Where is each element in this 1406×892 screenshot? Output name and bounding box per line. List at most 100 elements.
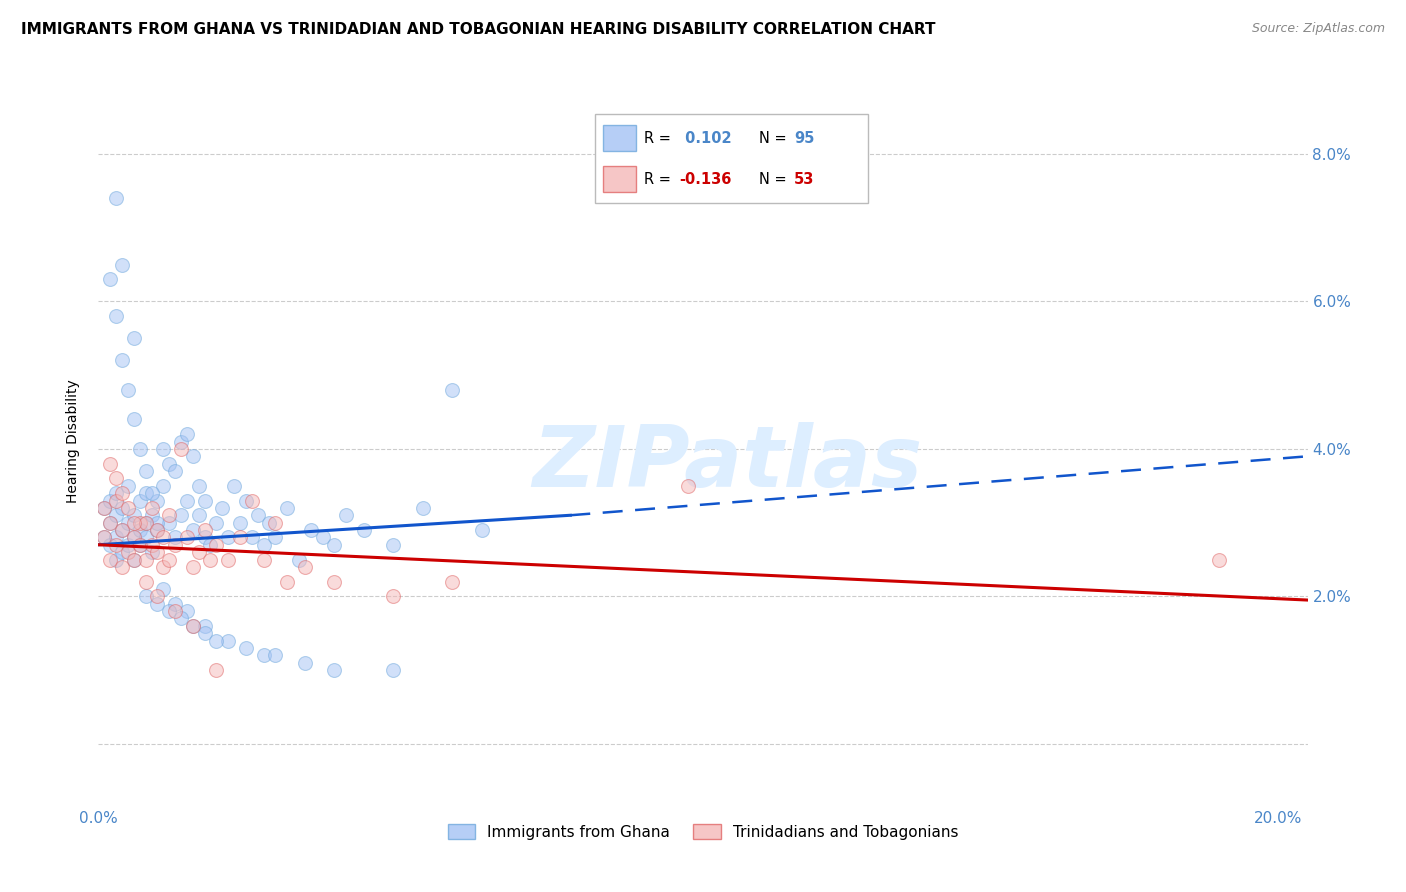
- Point: [235, 493, 257, 508]
- Point: [187, 508, 209, 523]
- Point: [141, 545, 163, 559]
- Point: [200, 552, 222, 566]
- Point: [135, 516, 157, 530]
- Point: [264, 516, 287, 530]
- Text: 53: 53: [794, 171, 814, 186]
- Point: [217, 552, 239, 566]
- Point: [157, 457, 180, 471]
- Point: [122, 552, 145, 566]
- Point: [152, 560, 174, 574]
- Point: [441, 383, 464, 397]
- Point: [128, 493, 150, 508]
- Point: [165, 464, 187, 478]
- Point: [122, 530, 145, 544]
- Point: [98, 272, 121, 286]
- Point: [299, 523, 322, 537]
- Point: [181, 560, 204, 574]
- Text: N =: N =: [759, 171, 792, 186]
- Point: [194, 523, 217, 537]
- Point: [146, 597, 169, 611]
- Point: [105, 530, 128, 544]
- Point: [323, 538, 346, 552]
- Point: [194, 493, 217, 508]
- Point: [152, 530, 174, 544]
- Point: [471, 523, 494, 537]
- Point: [235, 640, 257, 655]
- Point: [105, 471, 128, 485]
- Point: [93, 500, 115, 515]
- Point: [240, 493, 263, 508]
- Point: [264, 648, 287, 663]
- Point: [122, 516, 145, 530]
- Text: ZIPatlas: ZIPatlas: [531, 422, 922, 505]
- Point: [222, 479, 245, 493]
- Point: [105, 538, 128, 552]
- Point: [229, 516, 252, 530]
- Point: [122, 552, 145, 566]
- Point: [181, 450, 204, 464]
- Point: [135, 464, 157, 478]
- Point: [217, 530, 239, 544]
- Point: [111, 500, 134, 515]
- Point: [165, 604, 187, 618]
- Point: [264, 530, 287, 544]
- Point: [194, 619, 217, 633]
- Text: R =: R =: [644, 171, 676, 186]
- Point: [181, 619, 204, 633]
- Point: [165, 597, 187, 611]
- Point: [441, 574, 464, 589]
- Point: [181, 523, 204, 537]
- Point: [176, 427, 198, 442]
- Point: [205, 516, 228, 530]
- Point: [288, 552, 311, 566]
- Point: [93, 500, 115, 515]
- Point: [294, 656, 316, 670]
- Point: [128, 523, 150, 537]
- Point: [205, 538, 228, 552]
- Point: [135, 516, 157, 530]
- Point: [111, 523, 134, 537]
- Point: [152, 479, 174, 493]
- Point: [128, 516, 150, 530]
- Text: IMMIGRANTS FROM GHANA VS TRINIDADIAN AND TOBAGONIAN HEARING DISABILITY CORRELATI: IMMIGRANTS FROM GHANA VS TRINIDADIAN AND…: [21, 22, 935, 37]
- Text: R =: R =: [644, 130, 676, 145]
- Point: [146, 493, 169, 508]
- Point: [98, 516, 121, 530]
- Point: [353, 523, 375, 537]
- Point: [246, 508, 269, 523]
- FancyBboxPatch shape: [595, 114, 868, 203]
- Point: [165, 530, 187, 544]
- Point: [170, 611, 193, 625]
- Point: [98, 493, 121, 508]
- Point: [117, 479, 139, 493]
- Point: [157, 508, 180, 523]
- Point: [111, 545, 134, 559]
- Point: [111, 523, 134, 537]
- Point: [382, 663, 405, 677]
- Point: [335, 508, 357, 523]
- Point: [176, 604, 198, 618]
- Point: [146, 523, 169, 537]
- Point: [323, 663, 346, 677]
- Point: [135, 486, 157, 500]
- Point: [252, 648, 274, 663]
- Text: N =: N =: [759, 130, 792, 145]
- Point: [146, 516, 169, 530]
- Point: [252, 552, 274, 566]
- Point: [176, 530, 198, 544]
- Point: [105, 508, 128, 523]
- Point: [141, 486, 163, 500]
- Point: [157, 552, 180, 566]
- Point: [117, 545, 139, 559]
- Point: [122, 331, 145, 345]
- Point: [111, 486, 134, 500]
- Point: [217, 633, 239, 648]
- Point: [170, 508, 193, 523]
- Point: [128, 538, 150, 552]
- Point: [146, 523, 169, 537]
- Point: [194, 530, 217, 544]
- Point: [382, 590, 405, 604]
- Point: [105, 191, 128, 205]
- Point: [187, 479, 209, 493]
- Point: [165, 538, 187, 552]
